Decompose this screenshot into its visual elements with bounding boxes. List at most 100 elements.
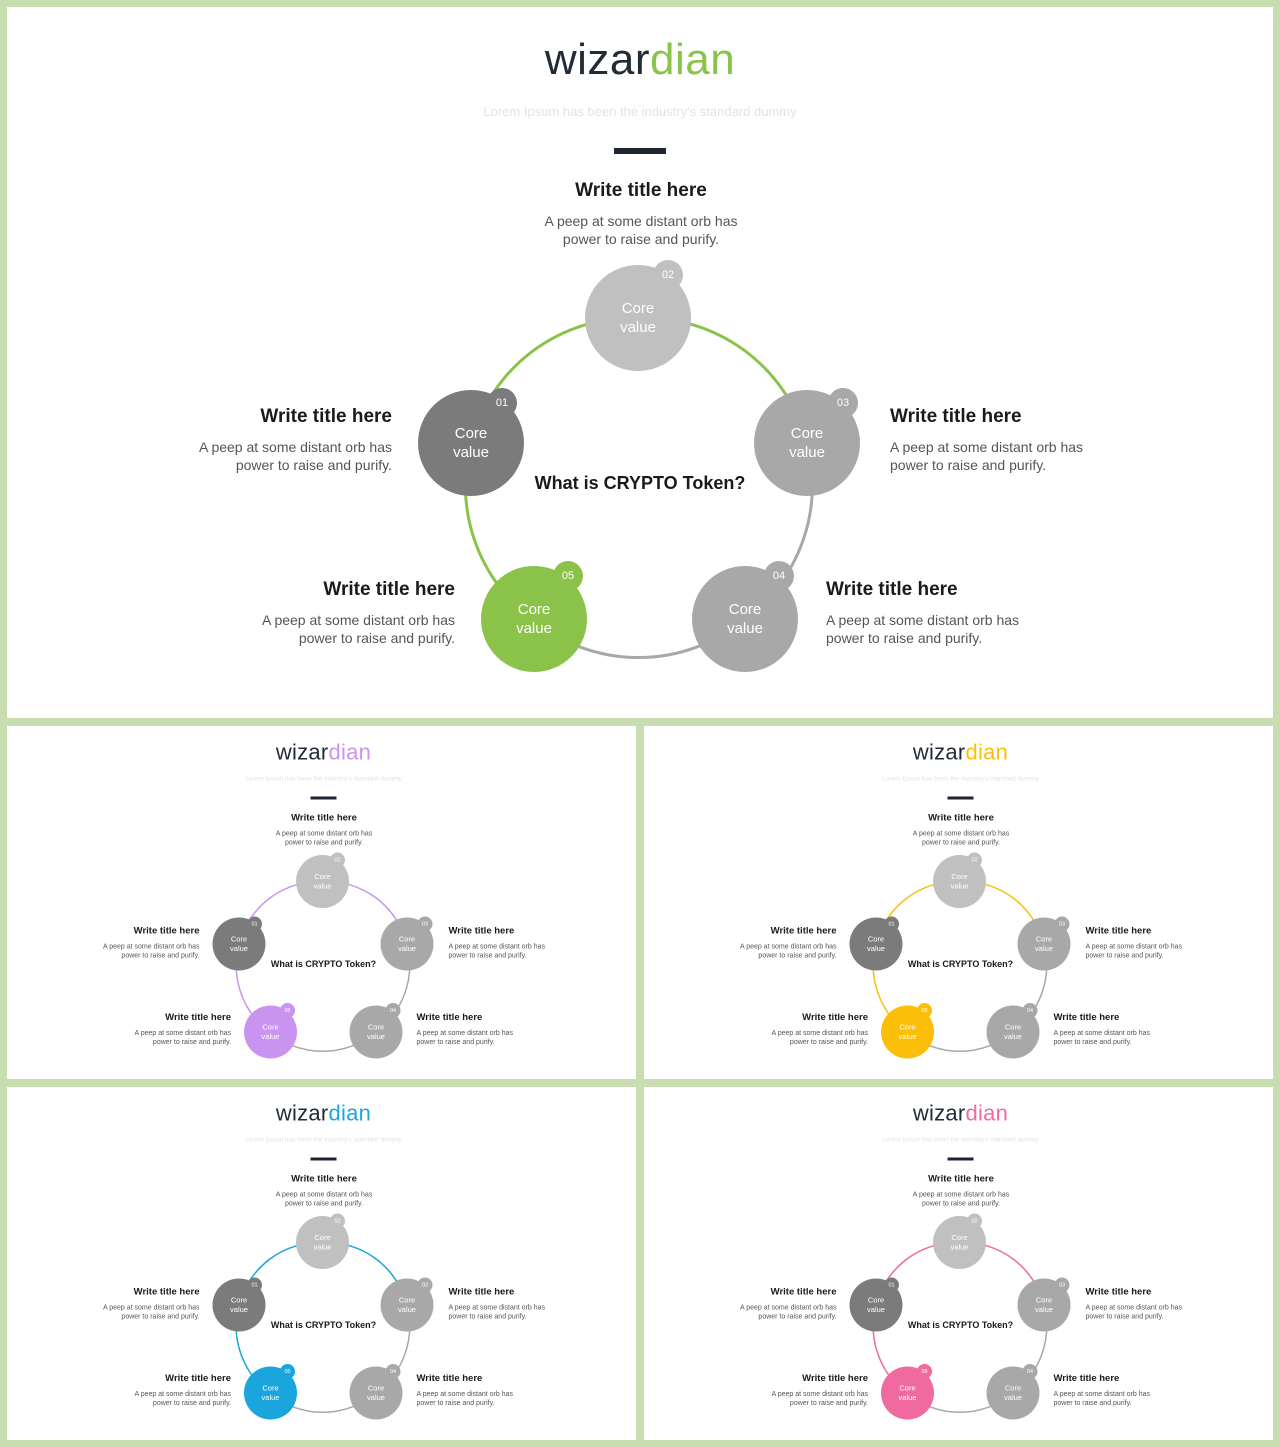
item-title-02: Write title here: [291, 812, 357, 824]
desc-line-2: power to raise and purify.: [1085, 951, 1164, 959]
slide-yellow: wizardian Lorem Ipsum has been the indus…: [644, 726, 1273, 1079]
core-node-label: Core value: [516, 601, 552, 637]
desc-line-2: power to raise and purify.: [826, 630, 983, 646]
core-node-label: Core value: [789, 425, 825, 461]
core-node-label: Core value: [398, 935, 416, 953]
node-number-05: 05: [280, 1364, 295, 1379]
desc-line-1: A peep at some distant orb has: [890, 439, 1084, 455]
desc-line-1: A peep at some distant orb has: [102, 942, 200, 950]
core-node-label: Core value: [898, 1023, 917, 1041]
item-title-03: Write title here: [890, 406, 1022, 427]
desc-line-1: A peep at some distant orb has: [134, 1389, 231, 1398]
core-node-label: Core value: [867, 1296, 885, 1314]
item-desc-04: A peep at some distant orb has power to r…: [826, 611, 1066, 647]
core-node-label: Core value: [313, 1233, 332, 1252]
center-question: What is CRYPTO Token?: [907, 1320, 1014, 1330]
slide-content: wizardian Lorem Ipsum has been the indus…: [644, 1087, 1273, 1440]
item-title-02: Write title here: [291, 1173, 357, 1185]
desc-line-1: A peep at some distant orb has: [739, 1303, 837, 1311]
item-desc-04: A peep at some distant orb has power to r…: [1054, 1028, 1174, 1046]
node-number-03: 03: [417, 916, 433, 932]
center-question: What is CRYPTO Token?: [270, 959, 377, 969]
desc-line-1: A peep at some distant orb has: [912, 1190, 1010, 1198]
desc-line-1: A peep at some distant orb has: [1085, 1303, 1183, 1311]
desc-line-1: A peep at some distant orb has: [448, 1303, 546, 1311]
core-node-label: Core value: [230, 1296, 248, 1314]
item-title-01: Write title here: [133, 925, 200, 937]
title-divider: [947, 1157, 974, 1161]
item-desc-02: A peep at some distant orb has power to r…: [901, 829, 1021, 847]
desc-line-2: power to raise and purify.: [121, 1312, 200, 1320]
item-title-04: Write title here: [1053, 1012, 1120, 1023]
core-node-05: Core value: [881, 1005, 934, 1059]
node-number-03: 03: [1054, 916, 1070, 932]
desc-line-1: A peep at some distant orb has: [275, 1190, 373, 1198]
desc-line-2: power to raise and purify.: [284, 1199, 364, 1207]
item-desc-01: A peep at some distant orb has power to r…: [717, 942, 837, 960]
brand-dark: wizar: [544, 35, 650, 84]
desc-line-1: A peep at some distant orb has: [275, 829, 373, 837]
brand-dark: wizar: [275, 740, 329, 765]
item-desc-01: A peep at some distant orb has power to r…: [717, 1303, 837, 1321]
node-number-02: 02: [967, 1213, 982, 1229]
item-title-02: Write title here: [928, 812, 994, 824]
item-title-02: Write title here: [575, 180, 707, 201]
node-number-02: 02: [330, 852, 345, 868]
item-desc-03: A peep at some distant orb has power to r…: [449, 942, 569, 960]
core-node-label: Core value: [620, 300, 656, 336]
core-node-label: Core value: [367, 1023, 385, 1041]
desc-line-1: A peep at some distant orb has: [771, 1028, 868, 1037]
node-number-02: 02: [330, 1213, 345, 1229]
core-node-label: Core value: [898, 1384, 917, 1402]
core-node-label: Core value: [313, 872, 332, 891]
item-desc-01: A peep at some distant orb has power to r…: [152, 438, 392, 474]
node-number-02: 02: [967, 852, 982, 868]
item-desc-03: A peep at some distant orb has power to r…: [1086, 1303, 1206, 1321]
desc-line-1: A peep at some distant orb has: [1085, 942, 1183, 950]
brand-logo: wizardian: [7, 740, 636, 765]
item-title-02: Write title here: [928, 1173, 994, 1185]
desc-line-2: power to raise and purify.: [416, 1037, 495, 1046]
brand-logo: wizardian: [644, 1101, 1273, 1126]
core-node-label: Core value: [1035, 1296, 1053, 1314]
slide-purple: wizardian Lorem Ipsum has been the indus…: [7, 726, 636, 1079]
node-number-05: 05: [280, 1003, 295, 1018]
desc-line-2: power to raise and purify.: [1053, 1037, 1132, 1046]
item-desc-04: A peep at some distant orb has power to r…: [417, 1028, 537, 1046]
title-divider: [614, 148, 666, 154]
node-number-04: 04: [385, 1364, 401, 1379]
node-number-05: 05: [917, 1364, 932, 1379]
core-node-label: Core value: [1004, 1384, 1022, 1402]
item-desc-05: A peep at some distant orb has power to r…: [111, 1389, 231, 1407]
desc-line-2: power to raise and purify.: [1085, 1312, 1164, 1320]
brand-dark: wizar: [912, 740, 966, 765]
item-desc-04: A peep at some distant orb has power to r…: [417, 1389, 537, 1407]
desc-line-1: A peep at some distant orb has: [134, 1028, 231, 1037]
node-number-04: 04: [1022, 1003, 1038, 1018]
item-title-04: Write title here: [826, 579, 958, 600]
item-desc-05: A peep at some distant orb has power to r…: [748, 1028, 868, 1046]
item-desc-03: A peep at some distant orb has power to r…: [1086, 942, 1206, 960]
desc-line-1: A peep at some distant orb has: [261, 612, 455, 628]
item-desc-02: A peep at some distant orb has power to r…: [264, 1190, 384, 1208]
desc-line-1: A peep at some distant orb has: [198, 439, 392, 455]
core-node-label: Core value: [367, 1384, 385, 1402]
item-title-05: Write title here: [323, 579, 455, 600]
core-node-05: Core value: [881, 1366, 934, 1420]
item-title-03: Write title here: [1085, 925, 1152, 937]
item-title-03: Write title here: [448, 1286, 515, 1298]
item-desc-02: A peep at some distant orb has power to r…: [521, 212, 761, 248]
brand-logo: wizardian: [7, 35, 1273, 85]
slide-content: wizardian Lorem Ipsum has been the indus…: [7, 1087, 636, 1440]
desc-line-2: power to raise and purify.: [758, 951, 837, 959]
desc-line-2: power to raise and purify.: [284, 838, 364, 846]
desc-line-2: power to raise and purify.: [152, 1398, 231, 1407]
desc-line-1: A peep at some distant orb has: [826, 612, 1020, 628]
desc-line-2: power to raise and purify.: [235, 457, 392, 473]
item-title-03: Write title here: [448, 925, 515, 937]
desc-line-1: A peep at some distant orb has: [912, 829, 1010, 837]
desc-line-1: A peep at some distant orb has: [544, 213, 738, 229]
item-title-05: Write title here: [802, 1012, 868, 1023]
item-title-01: Write title here: [770, 1286, 837, 1298]
item-title-01: Write title here: [133, 1286, 200, 1298]
